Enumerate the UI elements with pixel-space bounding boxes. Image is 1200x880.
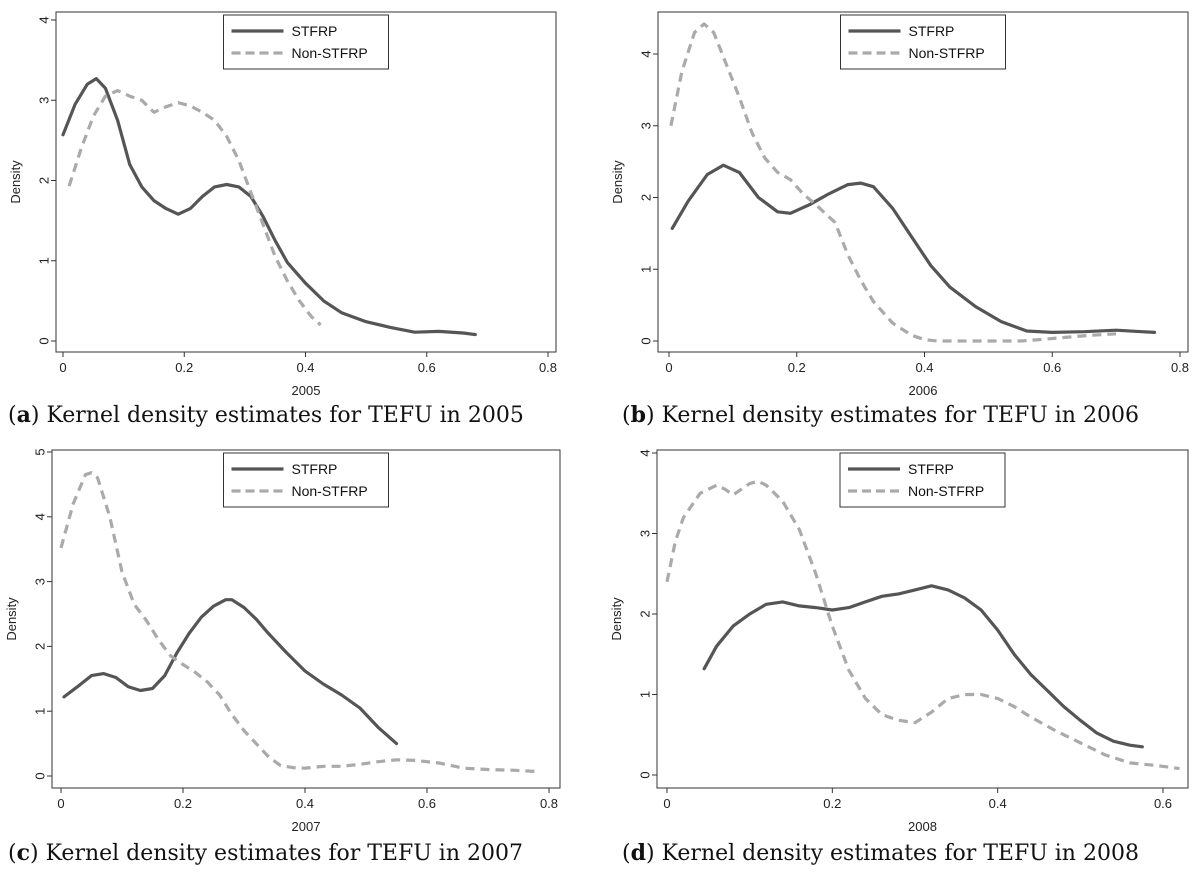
- y-axis-label: Density: [4, 597, 19, 641]
- x-tick-label: 0.2: [788, 360, 806, 375]
- legend: STFRP Non-STFRP: [223, 14, 389, 70]
- x-axis-label: 2007: [292, 819, 321, 834]
- series-line-stfrp: [670, 163, 1157, 334]
- y-tick-label: 2: [37, 177, 52, 184]
- y-tick-label: 4: [33, 513, 48, 520]
- legend-label: STFRP: [909, 23, 955, 39]
- x-axis-label: 2005: [292, 383, 321, 398]
- x-tick-label: 0.6: [418, 796, 436, 811]
- y-axis-label: Density: [609, 597, 624, 641]
- caption-d: (d) Kernel density estimates for TEFU in…: [622, 840, 1139, 866]
- x-axis-label: 2008: [908, 819, 937, 834]
- x-tick-label: 0.4: [989, 796, 1007, 811]
- series-line-stfrp: [62, 598, 399, 746]
- caption-text-b: Kernel density estimates for TEFU in 200…: [654, 403, 1139, 428]
- plot-frame: [656, 449, 1189, 789]
- legend-box: [223, 452, 389, 508]
- legend-label: Non-STFRP: [908, 483, 984, 499]
- caption-letter-a: a: [16, 402, 31, 428]
- y-tick-label: 1: [638, 691, 653, 698]
- legend-box: [223, 14, 389, 70]
- series-line-non-stfrp: [67, 88, 322, 327]
- series-line-non-stfrp: [665, 479, 1180, 771]
- series-line-non-stfrp: [59, 471, 537, 774]
- legend-label: STFRP: [292, 23, 338, 39]
- caption-letter-d: d: [630, 840, 646, 866]
- y-tick-label: 3: [37, 97, 52, 104]
- y-tick-label: 1: [37, 257, 52, 264]
- y-tick-label: 0: [37, 337, 52, 344]
- x-tick-label: 0.2: [823, 796, 841, 811]
- y-axis-label: Density: [8, 160, 23, 204]
- x-tick-label: 0.8: [539, 360, 557, 375]
- kernel-density-chart-a: 0 1 2 3 4 0 0.2 0.4 0.6 0.8 2005 Density STFRP Non-ST…: [8, 11, 557, 398]
- y-tick-label: 3: [639, 122, 654, 129]
- caption-text-c: Kernel density estimates for TEFU in 200…: [38, 841, 523, 866]
- kernel-density-chart-d: 0 1 2 3 4 0 0.2 0.4 0.6 2008 Density STFRP Non-STFRP: [609, 449, 1189, 834]
- plot-frame: [657, 11, 1189, 353]
- caption-a: (a) Kernel density estimates for TEFU in…: [8, 402, 524, 428]
- y-tick-label: 2: [639, 194, 654, 201]
- y-tick-label: 2: [33, 643, 48, 650]
- panel-a: 0 1 2 3 4 0 0.2 0.4 0.6 0.8 2005 Density STFRP Non-ST…: [0, 0, 600, 440]
- series-line-stfrp: [61, 76, 477, 337]
- y-tick-label: 2: [638, 610, 653, 617]
- y-tick-label: 0: [638, 771, 653, 778]
- legend: STFRP Non-STFRP: [840, 14, 1006, 70]
- y-tick-label: 1: [33, 708, 48, 715]
- y-tick-label: 4: [638, 449, 653, 456]
- y-tick-label: 0: [639, 337, 654, 344]
- legend-label: Non-STFRP: [909, 45, 985, 61]
- series-line-stfrp: [702, 584, 1144, 749]
- x-tick-label: 0.6: [418, 360, 436, 375]
- caption-letter-c: c: [16, 840, 30, 866]
- x-tick-label: 0.8: [1171, 360, 1189, 375]
- y-tick-label: 4: [37, 16, 52, 23]
- x-tick-label: 0: [57, 796, 64, 811]
- legend-box: [839, 452, 1006, 508]
- y-tick-label: 4: [639, 50, 654, 57]
- x-tick-label: 0.6: [1154, 796, 1172, 811]
- caption-b: (b) Kernel density estimates for TEFU in…: [622, 402, 1139, 428]
- kernel-density-chart-b: 0 1 2 3 4 0 0.2 0.4 0.6 0.8 2006 Density STFRP Non-ST…: [610, 11, 1189, 398]
- x-tick-label: 0.8: [540, 796, 558, 811]
- legend-box: [840, 14, 1006, 70]
- y-tick-label: 1: [639, 266, 654, 273]
- kernel-density-chart-c: 0 1 2 3 4 5 0 0.2 0.4 0.6 0.8 2007 Density STFRP Non-S…: [4, 448, 561, 834]
- legend: STFRP Non-STFRP: [223, 452, 389, 508]
- x-tick-label: 0.6: [1043, 360, 1061, 375]
- x-axis-label: 2006: [909, 383, 938, 398]
- legend-label: Non-STFRP: [292, 483, 368, 499]
- y-tick-label: 3: [638, 530, 653, 537]
- legend-label: Non-STFRP: [292, 45, 368, 61]
- x-tick-label: 0.2: [174, 796, 192, 811]
- caption-c: (c) Kernel density estimates for TEFU in…: [8, 840, 523, 866]
- caption-letter-b: b: [630, 402, 646, 428]
- plot-frame: [51, 449, 561, 789]
- x-tick-label: 0: [665, 360, 672, 375]
- y-tick-label: 0: [33, 772, 48, 779]
- y-tick-label: 5: [33, 448, 48, 455]
- y-axis-label: Density: [610, 160, 625, 204]
- panel-d: 0 1 2 3 4 0 0.2 0.4 0.6 2008 Density STFRP Non-STFRP…: [600, 440, 1200, 880]
- legend: STFRP Non-STFRP: [839, 452, 1006, 508]
- x-tick-label: 0: [663, 796, 670, 811]
- x-tick-label: 0.4: [915, 360, 933, 375]
- x-tick-label: 0.4: [296, 360, 314, 375]
- y-tick-label: 3: [33, 578, 48, 585]
- legend-label: STFRP: [908, 461, 954, 477]
- caption-text-a: Kernel density estimates for TEFU in 200…: [39, 403, 524, 428]
- x-tick-label: 0.4: [296, 796, 314, 811]
- x-tick-label: 0: [59, 360, 66, 375]
- panel-c: 0 1 2 3 4 5 0 0.2 0.4 0.6 0.8 2007 Density STFRP Non-S…: [0, 440, 600, 880]
- caption-text-d: Kernel density estimates for TEFU in 200…: [654, 841, 1139, 866]
- x-tick-label: 0.2: [175, 360, 193, 375]
- series-line-non-stfrp: [669, 22, 1117, 343]
- panel-b: 0 1 2 3 4 0 0.2 0.4 0.6 0.8 2006 Density STFRP Non-ST…: [600, 0, 1200, 440]
- legend-label: STFRP: [292, 461, 338, 477]
